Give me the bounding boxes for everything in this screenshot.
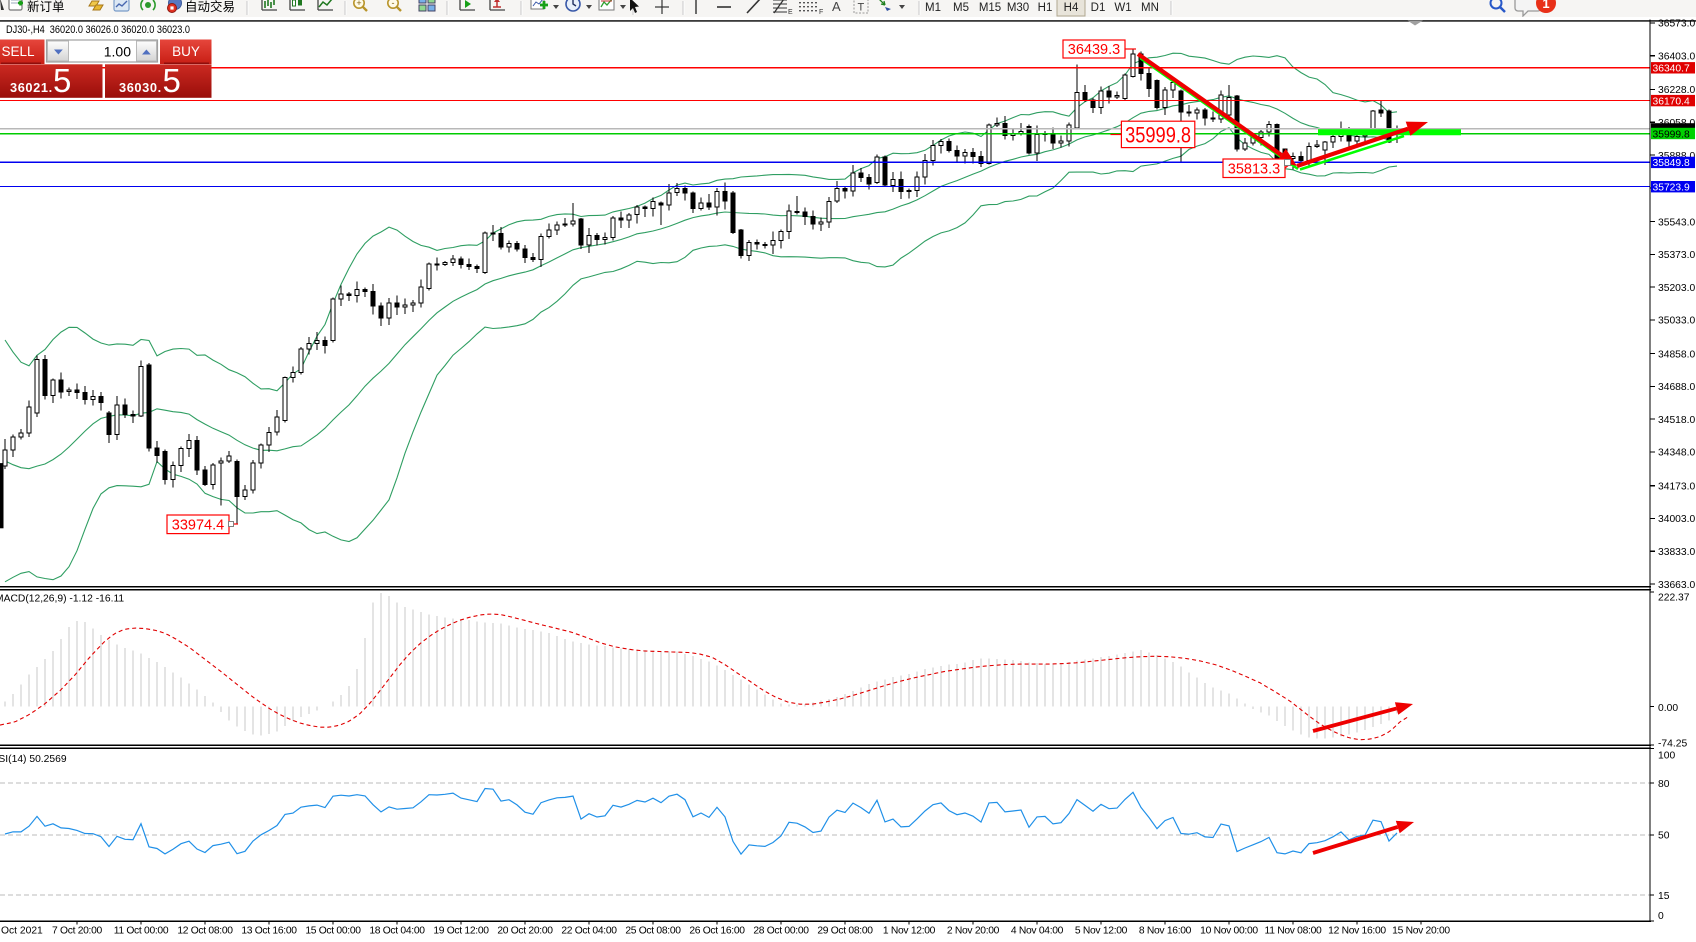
svg-text:36030.: 36030. (119, 80, 162, 95)
svg-text:11 Oct 00:00: 11 Oct 00:00 (114, 926, 169, 937)
svg-text:新订单: 新订单 (27, 0, 65, 14)
svg-text:50: 50 (1658, 831, 1670, 842)
svg-text:12 Oct 08:00: 12 Oct 08:00 (177, 926, 233, 937)
svg-text:1.00: 1.00 (104, 44, 131, 60)
svg-text:11 Nov 08:00: 11 Nov 08:00 (1265, 926, 1322, 937)
svg-text:34003.0: 34003.0 (1658, 514, 1695, 525)
svg-text:34518.0: 34518.0 (1658, 415, 1695, 426)
svg-text:34173.0: 34173.0 (1658, 482, 1695, 493)
svg-text:35849.8: 35849.8 (1653, 158, 1690, 169)
svg-text:36573.0: 36573.0 (1658, 19, 1695, 30)
svg-text:M30: M30 (1007, 2, 1029, 14)
svg-text:20 Oct 20:00: 20 Oct 20:00 (497, 926, 553, 937)
svg-text:22 Oct 04:00: 22 Oct 04:00 (561, 926, 617, 937)
svg-text:1 Nov 12:00: 1 Nov 12:00 (883, 926, 936, 937)
svg-text:35203.0: 35203.0 (1658, 283, 1695, 294)
svg-text:T: T (858, 2, 865, 14)
svg-text:0.00: 0.00 (1658, 703, 1678, 714)
svg-text:35999.8: 35999.8 (1125, 122, 1191, 147)
svg-text:MN: MN (1141, 2, 1159, 14)
svg-text:35813.3: 35813.3 (1228, 162, 1280, 178)
svg-text:35033.0: 35033.0 (1658, 316, 1695, 327)
svg-text:0: 0 (1658, 911, 1664, 922)
svg-text:35999.8: 35999.8 (1653, 129, 1690, 140)
svg-text:12 Nov 16:00: 12 Nov 16:00 (1328, 926, 1386, 937)
svg-text:100: 100 (1658, 751, 1675, 762)
svg-text:自动交易: 自动交易 (185, 0, 235, 14)
svg-text:33833.0: 33833.0 (1658, 547, 1695, 558)
svg-text:35373.0: 35373.0 (1658, 250, 1695, 261)
svg-text:E: E (788, 9, 793, 16)
svg-text:-: - (392, 0, 395, 8)
svg-text:Oct 2021: Oct 2021 (1, 926, 43, 937)
svg-text:15: 15 (1658, 891, 1670, 902)
svg-text:35723.9: 35723.9 (1653, 183, 1690, 194)
svg-text:H4: H4 (1064, 2, 1079, 14)
svg-text:15 Oct 00:00: 15 Oct 00:00 (305, 926, 361, 937)
svg-text:RSI(14) 50.2569: RSI(14) 50.2569 (0, 754, 67, 765)
svg-text:33663.0: 33663.0 (1658, 580, 1695, 591)
svg-text:19 Oct 12:00: 19 Oct 12:00 (433, 926, 489, 937)
svg-text:36340.7: 36340.7 (1653, 64, 1690, 75)
svg-text:4 Nov 04:00: 4 Nov 04:00 (1011, 926, 1064, 937)
svg-text:33974.4: 33974.4 (172, 518, 224, 534)
svg-text:7 Oct 20:00: 7 Oct 20:00 (52, 926, 103, 937)
svg-text:A: A (832, 0, 841, 14)
svg-text:36021.: 36021. (10, 80, 53, 95)
svg-text:M1: M1 (925, 2, 941, 14)
svg-text:BUY: BUY (172, 44, 200, 59)
svg-text:36228.0: 36228.0 (1658, 85, 1695, 96)
svg-text:D1: D1 (1091, 2, 1106, 14)
svg-text:15 Nov 20:00: 15 Nov 20:00 (1392, 926, 1450, 937)
svg-text:10 Nov 00:00: 10 Nov 00:00 (1200, 926, 1258, 937)
svg-text:25 Oct 08:00: 25 Oct 08:00 (625, 926, 681, 937)
svg-text:36170.4: 36170.4 (1653, 96, 1690, 107)
svg-text:36439.3: 36439.3 (1068, 42, 1120, 58)
svg-text:-74.25: -74.25 (1658, 738, 1687, 749)
svg-text:SELL: SELL (1, 44, 35, 59)
svg-text:F: F (819, 9, 823, 16)
svg-text:36403.0: 36403.0 (1658, 52, 1695, 63)
svg-text:DJ30-,H4 36020.0 36026.0 3602: DJ30-,H4 36020.0 36026.0 36020.0 36023.0 (6, 24, 190, 36)
svg-text:35543.0: 35543.0 (1658, 217, 1695, 228)
svg-text:13 Oct 16:00: 13 Oct 16:00 (241, 926, 297, 937)
svg-text:80: 80 (1658, 779, 1670, 790)
svg-text:222.37: 222.37 (1658, 592, 1690, 603)
svg-text:+: + (356, 0, 361, 8)
svg-text:18 Oct 04:00: 18 Oct 04:00 (369, 926, 425, 937)
svg-text:MACD(12,26,9) -1.12 -16.11: MACD(12,26,9) -1.12 -16.11 (0, 594, 124, 605)
svg-text:26 Oct 16:00: 26 Oct 16:00 (689, 926, 745, 937)
svg-text:M5: M5 (953, 2, 969, 14)
svg-text:8 Nov 16:00: 8 Nov 16:00 (1139, 926, 1192, 937)
svg-text:34858.0: 34858.0 (1658, 349, 1695, 360)
svg-text:W1: W1 (1114, 2, 1131, 14)
svg-text:28 Oct 00:00: 28 Oct 00:00 (753, 926, 809, 937)
svg-text:5 Nov 12:00: 5 Nov 12:00 (1075, 926, 1128, 937)
svg-text:2 Nov 20:00: 2 Nov 20:00 (947, 926, 1000, 937)
svg-text:35888.0: 35888.0 (1658, 151, 1695, 162)
svg-text:5: 5 (163, 62, 181, 99)
svg-text:34688.0: 34688.0 (1658, 382, 1695, 393)
svg-text:1: 1 (1542, 0, 1549, 11)
svg-text:34348.0: 34348.0 (1658, 448, 1695, 459)
svg-text:H1: H1 (1038, 2, 1053, 14)
svg-text:M15: M15 (979, 2, 1001, 14)
svg-text:5: 5 (53, 62, 71, 99)
svg-text:29 Oct 08:00: 29 Oct 08:00 (817, 926, 873, 937)
